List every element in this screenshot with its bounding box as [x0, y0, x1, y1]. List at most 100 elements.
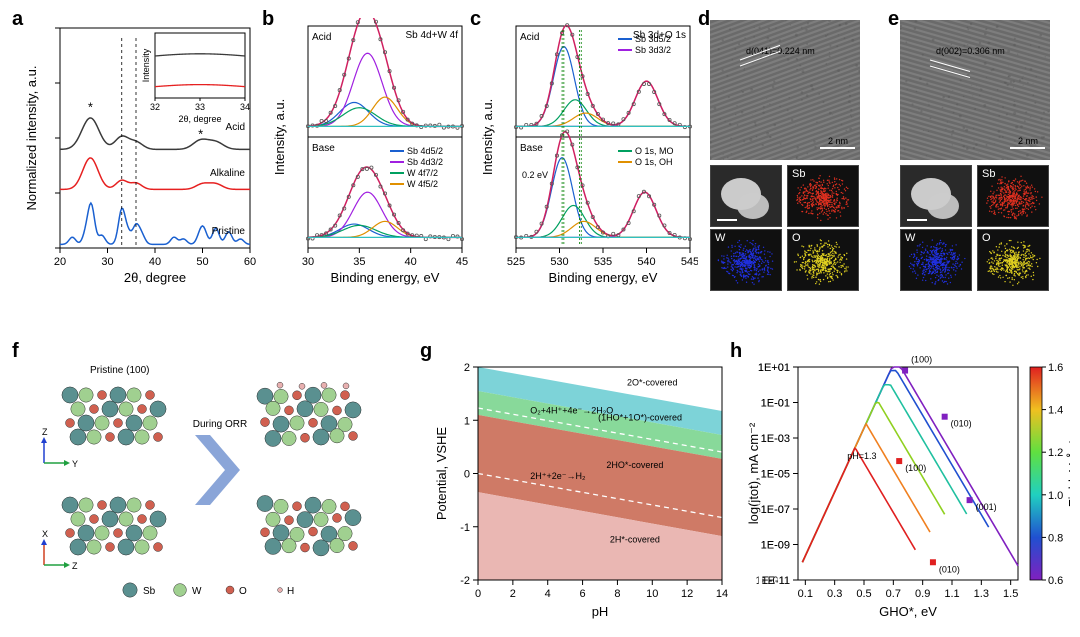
- panel-f: Pristine (100) During ORR Z Y X Z Sb W O H: [20, 355, 420, 625]
- svg-text:1.2: 1.2: [1048, 447, 1063, 459]
- svg-text:Sb 4d5/2: Sb 4d5/2: [407, 146, 443, 156]
- svg-text:2θ, degree: 2θ, degree: [178, 114, 221, 124]
- svg-text:1E-11: 1E-11: [761, 575, 790, 587]
- svg-text:Sb 3d5/2: Sb 3d5/2: [635, 34, 671, 44]
- panel-g: O₂+4H⁺+4e⁻→2H₂O2H⁺+2e⁻→H₂2O*-covered(1HO…: [430, 355, 730, 625]
- svg-text:2: 2: [510, 588, 516, 600]
- svg-text:*: *: [88, 100, 93, 115]
- svg-text:1.5: 1.5: [1003, 588, 1018, 600]
- svg-text:50: 50: [196, 256, 208, 268]
- svg-text:30: 30: [302, 256, 314, 268]
- svg-text:O 1s, OH: O 1s, OH: [635, 157, 673, 167]
- svg-text:O: O: [239, 586, 247, 597]
- svg-text:Binding energy, eV: Binding energy, eV: [549, 270, 658, 285]
- svg-text:1.4: 1.4: [1048, 405, 1063, 417]
- svg-text:O 1s, MO: O 1s, MO: [635, 146, 674, 156]
- svg-text:0.7: 0.7: [886, 588, 901, 600]
- svg-text:Base: Base: [312, 143, 335, 154]
- panel-e-tem: d(002)=0.306 nm 2 nm: [900, 20, 1050, 160]
- svg-text:12: 12: [681, 588, 693, 600]
- svg-text:W: W: [192, 586, 202, 597]
- svg-text:Alkaline: Alkaline: [210, 168, 245, 179]
- panel-c: 525530535540545Binding energy, eVIntensi…: [478, 18, 698, 288]
- svg-text:1E-05: 1E-05: [761, 469, 790, 481]
- svg-text:1E-07: 1E-07: [761, 504, 790, 516]
- svg-text:1E-09: 1E-09: [761, 540, 790, 552]
- svg-text:Pristine (100): Pristine (100): [90, 365, 149, 376]
- svg-text:Acid: Acid: [226, 122, 245, 133]
- svg-text:(001): (001): [976, 502, 997, 512]
- svg-text:33: 33: [195, 102, 205, 112]
- svg-text:Base: Base: [520, 143, 543, 154]
- svg-text:(100): (100): [905, 463, 926, 473]
- svg-text:2θ, degree: 2θ, degree: [124, 270, 186, 285]
- svg-text:W 4f5/2: W 4f5/2: [407, 179, 438, 189]
- svg-text:2H*-covered: 2H*-covered: [610, 535, 660, 545]
- panel-b: 30354045Binding energy, eVIntensity, a.u…: [270, 18, 470, 288]
- panel-a: 20 30 40 50 60 2θ, degree Normalized intensity…: [20, 18, 260, 288]
- svg-text:GHO*, eV: GHO*, eV: [879, 604, 937, 619]
- svg-text:1.6: 1.6: [1048, 362, 1063, 374]
- svg-text:32: 32: [150, 102, 160, 112]
- svg-text:pH=1.3: pH=1.3: [847, 451, 876, 461]
- panel-d-tem: d(041)=0.224 nm2 nm: [710, 20, 860, 160]
- svg-text:H: H: [287, 586, 294, 597]
- svg-text:(1HO*+1O*)-covered: (1HO*+1O*)-covered: [598, 412, 682, 422]
- svg-text:60: 60: [244, 256, 256, 268]
- svg-text:0.9: 0.9: [915, 588, 930, 600]
- svg-text:*: *: [198, 127, 203, 142]
- svg-text:0.2 eV: 0.2 eV: [522, 170, 548, 180]
- svg-text:Z: Z: [42, 427, 48, 437]
- svg-text:10: 10: [646, 588, 658, 600]
- svg-text:0: 0: [475, 588, 481, 600]
- svg-text:During ORR: During ORR: [193, 419, 247, 430]
- svg-text:Y: Y: [72, 459, 78, 469]
- svg-text:0.3: 0.3: [827, 588, 842, 600]
- svg-text:(010): (010): [951, 419, 972, 429]
- panel-e-eds: SbWO: [900, 165, 1050, 291]
- svg-text:530: 530: [550, 256, 568, 268]
- svg-text:1.3: 1.3: [974, 588, 989, 600]
- svg-text:1.0: 1.0: [1048, 490, 1063, 502]
- svg-text:6: 6: [580, 588, 586, 600]
- svg-text:Field, V Å⁻¹: Field, V Å⁻¹: [1066, 439, 1070, 507]
- label-e: e: [888, 8, 899, 31]
- svg-text:2H⁺+2e⁻→H₂: 2H⁺+2e⁻→H₂: [530, 471, 586, 481]
- svg-text:1: 1: [464, 415, 470, 427]
- svg-text:d(002)=0.306 nm: d(002)=0.306 nm: [936, 46, 1005, 56]
- svg-text:Pristine: Pristine: [212, 226, 246, 237]
- svg-text:45: 45: [456, 256, 468, 268]
- svg-text:2 nm: 2 nm: [828, 136, 848, 146]
- svg-text:30: 30: [101, 256, 113, 268]
- panel-d-eds: SbWO: [710, 165, 860, 291]
- svg-text:Binding energy, eV: Binding energy, eV: [331, 270, 440, 285]
- svg-text:Acid: Acid: [312, 32, 331, 43]
- svg-text:0.6: 0.6: [1048, 575, 1063, 587]
- svg-text:35: 35: [353, 256, 365, 268]
- svg-text:Sb 3d3/2: Sb 3d3/2: [635, 45, 671, 55]
- svg-text:Sb: Sb: [143, 586, 156, 597]
- svg-text:40: 40: [405, 256, 417, 268]
- svg-text:(100): (100): [911, 355, 932, 365]
- svg-text:-1: -1: [460, 522, 470, 534]
- svg-text:X: X: [42, 529, 48, 539]
- label-d: d: [698, 8, 710, 31]
- svg-text:4: 4: [545, 588, 551, 600]
- svg-text:Z: Z: [72, 561, 78, 571]
- svg-text:Normalized intensity, a.u.: Normalized intensity, a.u.: [24, 66, 39, 211]
- svg-text:20: 20: [54, 256, 66, 268]
- svg-text:pH: pH: [592, 604, 609, 619]
- svg-text:1E+01: 1E+01: [758, 362, 790, 374]
- svg-text:8: 8: [614, 588, 620, 600]
- svg-text:0.1: 0.1: [798, 588, 813, 600]
- svg-text:540: 540: [637, 256, 655, 268]
- svg-text:525: 525: [507, 256, 525, 268]
- svg-text:-2: -2: [460, 575, 470, 587]
- svg-text:2 nm: 2 nm: [1018, 136, 1038, 146]
- svg-text:(010): (010): [939, 564, 960, 574]
- svg-text:545: 545: [681, 256, 698, 268]
- label-f: f: [12, 340, 19, 363]
- svg-text:0: 0: [464, 469, 470, 481]
- svg-text:40: 40: [149, 256, 161, 268]
- svg-text:Acid: Acid: [520, 32, 539, 43]
